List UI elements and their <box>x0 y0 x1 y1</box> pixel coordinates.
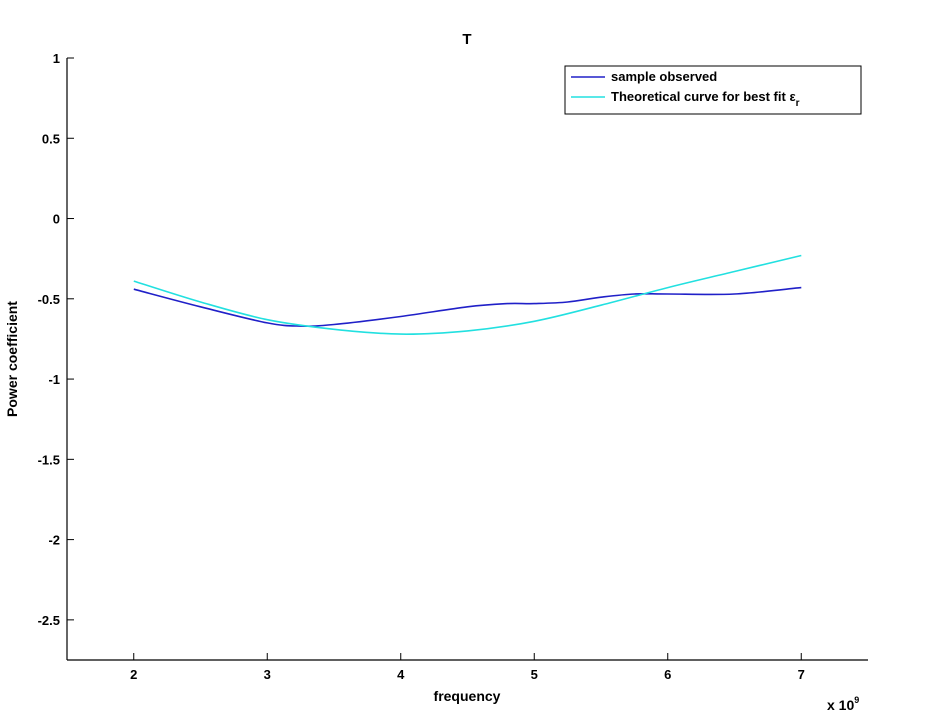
x-tick-label: 2 <box>130 667 137 682</box>
legend-entry: Theoretical curve for best fit εr <box>611 89 800 109</box>
y-axis-label: Power coefficient <box>4 301 20 417</box>
y-tick-label: -2.5 <box>38 613 60 628</box>
y-tick-label: 1 <box>53 51 60 66</box>
x-tick-label: 6 <box>664 667 671 682</box>
series-line-sample-observed <box>133 286 802 328</box>
axes: 1 0.5 0 -0.5 -1 -1.5 -2 -2.5 2 3 4 5 6 7 <box>38 51 868 682</box>
x-axis-multiplier-exponent: 9 <box>854 695 859 705</box>
y-tick-label: -2 <box>48 533 60 548</box>
legend-entry: sample observed <box>611 69 717 84</box>
x-tick-label: 3 <box>264 667 271 682</box>
legend-box <box>564 65 862 115</box>
legend: sample observed Theoretical curve for bes… <box>564 65 862 115</box>
y-tick-label: 0 <box>53 212 60 227</box>
series-layer <box>133 254 802 335</box>
series-line-theoretical-curve <box>133 254 802 335</box>
x-tick-label: 4 <box>397 667 405 682</box>
x-axis-multiplier-base: x 10 <box>827 697 854 713</box>
x-tick-label: 5 <box>531 667 538 682</box>
chart-title: T <box>462 31 471 48</box>
x-tick-label: 7 <box>798 667 805 682</box>
y-tick-label: -0.5 <box>38 292 60 307</box>
y-tick-label: 0.5 <box>42 131 60 146</box>
x-axis-label: frequency <box>434 688 501 704</box>
y-tick-label: -1.5 <box>38 452 60 467</box>
x-axis-multiplier: x 109 <box>827 695 859 713</box>
y-tick-label: -1 <box>48 372 60 387</box>
